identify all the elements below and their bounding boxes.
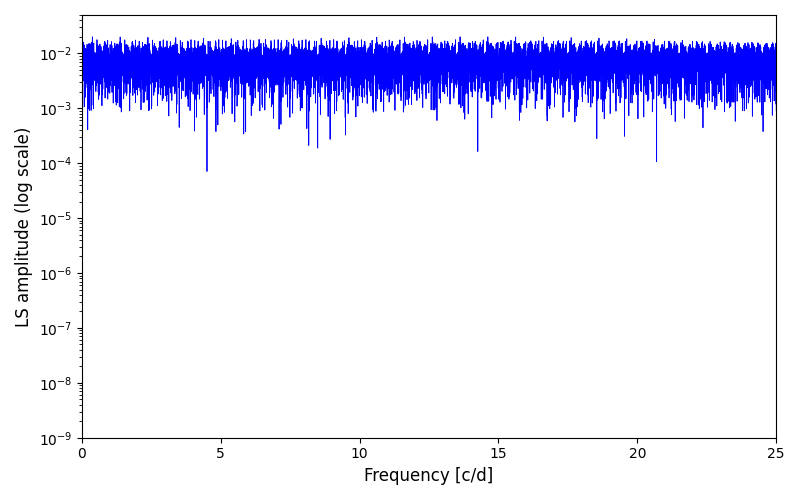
X-axis label: Frequency [c/d]: Frequency [c/d] bbox=[364, 467, 494, 485]
Y-axis label: LS amplitude (log scale): LS amplitude (log scale) bbox=[15, 126, 33, 326]
